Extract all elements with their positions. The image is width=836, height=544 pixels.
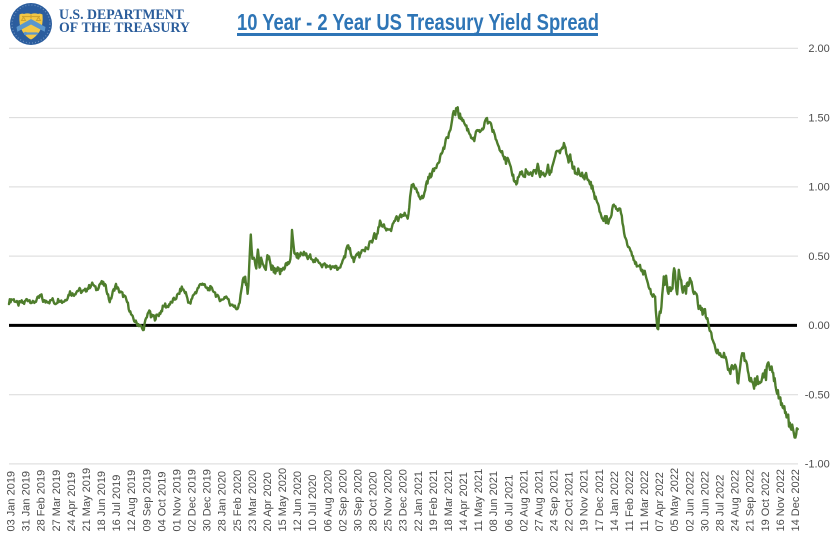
svg-text:21 Sep 2022: 21 Sep 2022 (745, 469, 757, 531)
svg-text:22 Oct 2021: 22 Oct 2021 (564, 472, 576, 532)
svg-text:25 Nov 2020: 25 Nov 2020 (383, 469, 395, 531)
svg-text:11 Mar 2022: 11 Mar 2022 (639, 471, 651, 532)
svg-text:31 Jan 2019: 31 Jan 2019 (21, 471, 33, 532)
svg-text:10 Jul 2020: 10 Jul 2020 (307, 475, 319, 532)
svg-text:23 Mar 2020: 23 Mar 2020 (247, 470, 259, 532)
svg-text:2.00: 2.00 (808, 43, 829, 55)
svg-text:23 Dec 2020: 23 Dec 2020 (398, 469, 410, 531)
svg-text:24 Apr 2019: 24 Apr 2019 (66, 472, 78, 531)
svg-text:03 Jan 2019: 03 Jan 2019 (6, 471, 18, 532)
svg-text:28 Oct 2020: 28 Oct 2020 (368, 472, 380, 532)
svg-text:19 Oct 2022: 19 Oct 2022 (760, 472, 772, 532)
svg-text:-0.50: -0.50 (805, 390, 830, 402)
svg-text:30 Sep 2020: 30 Sep 2020 (353, 469, 365, 531)
svg-text:06 Aug 2020: 06 Aug 2020 (322, 470, 334, 532)
svg-text:02 Jun 2022: 02 Jun 2022 (684, 471, 696, 532)
svg-text:07 Apr 2022: 07 Apr 2022 (654, 472, 666, 531)
svg-text:28 Feb 2019: 28 Feb 2019 (36, 470, 48, 532)
svg-text:0.00: 0.00 (808, 320, 829, 332)
svg-text:12 Aug 2019: 12 Aug 2019 (126, 470, 138, 532)
svg-text:06 Jul 2021: 06 Jul 2021 (503, 475, 515, 532)
svg-text:01 Nov 2019: 01 Nov 2019 (171, 469, 183, 531)
svg-text:25 Feb 2020: 25 Feb 2020 (232, 470, 244, 532)
svg-text:30 Dec 2019: 30 Dec 2019 (202, 469, 214, 531)
svg-text:14 Dec 2022: 14 Dec 2022 (790, 469, 802, 531)
svg-text:04 Oct 2019: 04 Oct 2019 (156, 472, 168, 532)
svg-text:28 Jan 2020: 28 Jan 2020 (217, 471, 229, 532)
svg-text:02 Aug 2021: 02 Aug 2021 (518, 470, 530, 532)
svg-text:18 Mar 2021: 18 Mar 2021 (443, 470, 455, 532)
svg-text:16 Nov 2022: 16 Nov 2022 (775, 469, 787, 531)
svg-text:27 Aug 2021: 27 Aug 2021 (534, 470, 546, 532)
svg-text:30 Jun 2022: 30 Jun 2022 (699, 471, 711, 532)
svg-text:12 Jun 2020: 12 Jun 2020 (292, 471, 304, 532)
svg-text:0.50: 0.50 (808, 251, 829, 263)
svg-text:08 Jun 2021: 08 Jun 2021 (488, 471, 500, 532)
svg-text:15 May 2020: 15 May 2020 (277, 468, 289, 532)
svg-text:21 May 2019: 21 May 2019 (81, 468, 93, 532)
svg-text:02 Dec 2019: 02 Dec 2019 (187, 469, 199, 531)
svg-text:27 Mar 2019: 27 Mar 2019 (51, 470, 63, 532)
svg-text:28 Jul 2022: 28 Jul 2022 (715, 475, 727, 532)
svg-text:18 Jun 2019: 18 Jun 2019 (96, 471, 108, 532)
svg-text:16 Jul 2019: 16 Jul 2019 (111, 475, 123, 532)
svg-text:09 Sep 2019: 09 Sep 2019 (141, 469, 153, 531)
svg-text:1.00: 1.00 (808, 182, 829, 194)
svg-text:-1.00: -1.00 (805, 459, 830, 471)
svg-text:14 Apr 2021: 14 Apr 2021 (458, 472, 470, 531)
svg-text:24 Sep 2021: 24 Sep 2021 (549, 469, 561, 531)
svg-text:11 Feb 2022: 11 Feb 2022 (624, 471, 636, 532)
svg-text:17 Dec 2021: 17 Dec 2021 (594, 469, 606, 531)
svg-text:02 Sep 2020: 02 Sep 2020 (337, 469, 349, 531)
svg-text:1.50: 1.50 (808, 112, 829, 124)
svg-text:20 Apr 2020: 20 Apr 2020 (262, 472, 274, 531)
svg-text:24 Aug 2022: 24 Aug 2022 (730, 470, 742, 532)
svg-text:19 Nov 2021: 19 Nov 2021 (579, 469, 591, 531)
svg-text:19 Feb 2021: 19 Feb 2021 (428, 470, 440, 532)
svg-text:22 Jan 2021: 22 Jan 2021 (413, 471, 425, 532)
svg-text:14 Jan 2022: 14 Jan 2022 (609, 471, 621, 532)
svg-text:11 May 2021: 11 May 2021 (473, 469, 485, 532)
svg-text:05 May 2022: 05 May 2022 (669, 468, 681, 532)
